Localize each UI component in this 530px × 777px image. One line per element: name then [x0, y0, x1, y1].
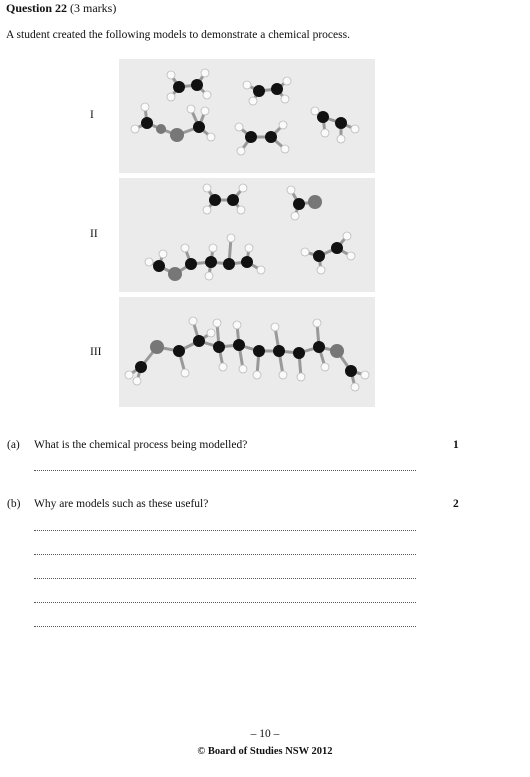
copyright-notice: © Board of Studies NSW 2012 — [197, 746, 333, 757]
model-photo-i — [119, 59, 375, 173]
molecule-model-image-ii — [144, 183, 356, 281]
question-marks: (3 marks) — [70, 1, 117, 15]
question-intro: A student created the following models t… — [6, 29, 350, 41]
part-b-label: (b) — [7, 498, 21, 510]
part-b-question: Why are models such as these useful? — [34, 498, 209, 510]
model-label-iii: III — [90, 346, 102, 358]
answer-line-b-1[interactable] — [34, 530, 416, 531]
model-label-i: I — [90, 109, 94, 121]
page-number: – 10 – — [250, 728, 280, 740]
part-b-marks: 2 — [453, 498, 459, 510]
part-a-question: What is the chemical process being model… — [34, 439, 248, 451]
question-number: Question 22 — [6, 1, 68, 15]
molecule-model-image-iii — [124, 316, 370, 392]
answer-line-b-2[interactable] — [34, 554, 416, 555]
model-label-ii: II — [90, 228, 98, 240]
question-heading: Question 22 (3 marks) — [6, 1, 116, 16]
answer-line-a-1[interactable] — [34, 470, 416, 471]
answer-line-b-4[interactable] — [34, 602, 416, 603]
model-photo-iii — [119, 297, 375, 407]
model-photo-ii — [119, 178, 375, 292]
part-a-label: (a) — [7, 439, 20, 451]
answer-line-b-5[interactable] — [34, 626, 416, 627]
part-a-marks: 1 — [453, 439, 459, 451]
answer-line-b-3[interactable] — [34, 578, 416, 579]
molecule-model-image-i — [130, 68, 360, 156]
